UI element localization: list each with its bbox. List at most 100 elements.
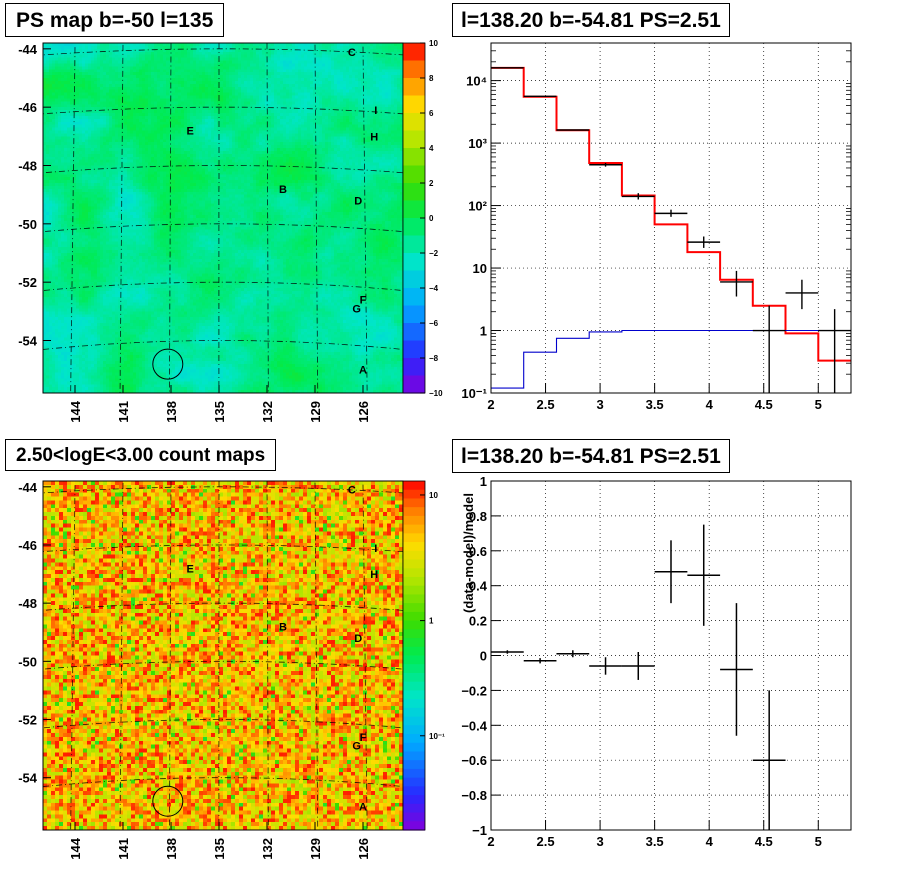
colorbar-0-cell (403, 271, 425, 289)
colorbar-2-cell (403, 603, 425, 612)
colorbar-2-cell (403, 821, 425, 830)
map-0-ytick-label: -48 (18, 159, 37, 174)
map-0-xtick-label: 132 (260, 401, 275, 423)
residual-plot (491, 481, 851, 830)
colorbar-2-cell (403, 638, 425, 647)
colorbar-0-tick-label: −6 (429, 319, 439, 328)
map-2-ytick-label: -54 (18, 771, 38, 786)
colorbar-2-cell (403, 490, 425, 499)
residual-ytick-label: 0 (480, 649, 487, 664)
colorbar-0-cell (403, 148, 425, 166)
source-label-G: G (352, 741, 361, 753)
map-0-ytick-label: -46 (18, 100, 37, 115)
map-2-group (30, 481, 416, 846)
spectrum-xtick-label: 4 (706, 397, 714, 412)
colorbar-2-cell (403, 673, 425, 682)
map-2-ytick-label: -46 (18, 538, 37, 553)
residual-ytick-label: −0.8 (461, 788, 487, 803)
colorbar-2-cell (403, 717, 425, 726)
spectrum-xtick-label: 2 (487, 397, 494, 412)
colorbar-0-cell (403, 341, 425, 359)
source-label-D: D (354, 196, 362, 208)
colorbar-0-tick-label: 10 (429, 39, 438, 48)
source-label-G: G (352, 303, 361, 315)
source-label-H: H (370, 131, 378, 143)
colorbar-0-tick-label: 2 (429, 179, 434, 188)
source-label-A: A (359, 802, 367, 814)
residual-ytick-label: 1 (480, 474, 487, 489)
residual-xtick-label: 3 (596, 834, 603, 849)
colorbar-2-cell (403, 525, 425, 534)
map-0-xtick-label: 129 (308, 401, 323, 423)
colorbar-0-tick-label: −10 (429, 389, 443, 398)
colorbar-2-cell (403, 516, 425, 525)
spectrum-ytick-label: 10² (468, 199, 487, 214)
source-label-B: B (279, 621, 287, 633)
colorbar-2-cell (403, 664, 425, 673)
colorbar-0 (403, 43, 425, 394)
colorbar-2-cell (403, 682, 425, 691)
colorbar-0-cell (403, 96, 425, 114)
colorbar-0-tick-label: −8 (429, 354, 439, 363)
spectrum-frame (491, 43, 851, 393)
residual-xtick-label: 4 (706, 834, 714, 849)
spectrum-xtick-label: 3 (596, 397, 603, 412)
source-label-E: E (187, 563, 194, 575)
spectrum-ytick-label: 10⁴ (466, 74, 487, 89)
colorbar-2-cell (403, 743, 425, 752)
colorbar-0-tick-label: 4 (429, 144, 434, 153)
map-2-ytick-label: -44 (18, 480, 38, 495)
colorbar-2-cell (403, 612, 425, 621)
map-2-ytick-label: -50 (18, 654, 37, 669)
residual-xtick-label: 2 (487, 834, 494, 849)
colorbar-0-cell (403, 131, 425, 149)
colorbar-0-tick-label: −2 (429, 249, 439, 258)
colorbar-2-cell (403, 594, 425, 603)
colorbar-2-cell (403, 507, 425, 516)
spectrum-title-top: l=138.20 b=-54.81 PS=2.51 (452, 3, 730, 37)
map-2-xtick-label: 126 (356, 838, 371, 860)
map-2-xtick-label: 132 (260, 838, 275, 860)
colorbar-0-cell (403, 218, 425, 236)
map-0-ytick-label: -44 (18, 42, 38, 57)
spectrum-ytick-label: 10 (473, 261, 487, 276)
colorbar-2-cell (403, 647, 425, 656)
colorbar-2-cell (403, 621, 425, 630)
colorbar-0-tick-label: −4 (429, 284, 439, 293)
colorbar-0-cell (403, 253, 425, 271)
colorbar-2-cell (403, 586, 425, 595)
colorbar-2-cell (403, 498, 425, 507)
residual-ytick-label: −0.6 (461, 753, 487, 768)
colorbar-2-cell (403, 533, 425, 542)
colorbar-0-cell (403, 43, 425, 61)
map-2-xtick-label: 144 (68, 837, 83, 859)
residual-title: l=138.20 b=-54.81 PS=2.51 (452, 439, 730, 473)
spectrum-ytick-label: 10³ (468, 136, 487, 151)
spectrum-ytick-label: 1 (480, 324, 487, 339)
colorbar-2-cell (403, 786, 425, 795)
spectrum-series-1 (491, 331, 851, 389)
residual-xtick-label: 4.5 (755, 834, 773, 849)
map-0-group (30, 43, 416, 409)
map-2-ytick-label: -52 (18, 712, 37, 727)
source-label-A: A (359, 365, 367, 377)
colorbar-2-cell (403, 568, 425, 577)
map-2-xtick-label: 141 (116, 838, 131, 860)
colorbar-2-tick-label: 10⁻¹ (429, 732, 445, 741)
colorbar-2-cell (403, 795, 425, 804)
colorbar-2-cell (403, 560, 425, 569)
colorbar-0-tick-label: 8 (429, 74, 434, 83)
colorbar-2-cell (403, 656, 425, 665)
spectrum-xtick-label: 5 (815, 397, 822, 412)
colorbar-0-cell (403, 288, 425, 306)
colorbar-2-cell (403, 769, 425, 778)
colorbar-0-cell (403, 306, 425, 324)
map-0-xtick-label: 126 (356, 401, 371, 423)
colorbar-2-cell (403, 629, 425, 638)
spectrum-xtick-label: 2.5 (537, 397, 555, 412)
colorbar-2-cell (403, 542, 425, 551)
colorbar-0-cell (403, 113, 425, 131)
colorbar-2-cell (403, 699, 425, 708)
colorbar-0-cell (403, 201, 425, 219)
source-label-H: H (370, 569, 378, 581)
